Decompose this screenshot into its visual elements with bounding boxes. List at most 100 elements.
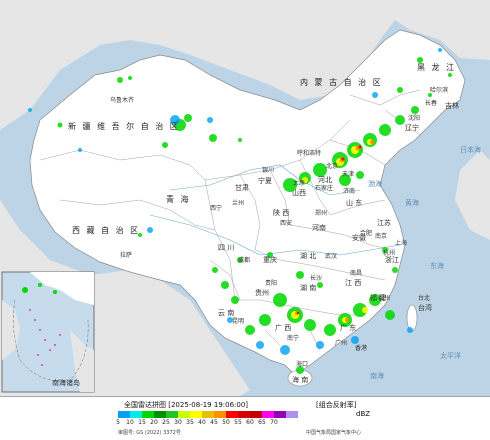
neighbor-land-korea-japan [455, 150, 490, 240]
legend-tick-label: 20 [150, 419, 158, 426]
legend-tick-label: 10 [126, 419, 134, 426]
label-liaoning: 辽宁 [405, 123, 419, 132]
legend-panel: 全国雷达拼图 [2025-08-19 19:06:00] [组合反射率] dBZ… [0, 396, 490, 440]
city-shijiazhuang: 石家庄 [315, 184, 333, 192]
label-gansu: 甘肃 [235, 183, 249, 192]
city-shanghai: 上海 [395, 239, 407, 247]
sea-bohai: 渤海 [368, 179, 382, 188]
city-guangzhou: 广州 [335, 339, 347, 347]
label-shandong: 山 东 [346, 198, 362, 207]
city-changchun: 长春 [425, 99, 437, 107]
region-labels: 黑 龙 江 吉林 辽宁 内 蒙 古 自 治 区 新 疆 维 吾 尔 自 治 区 … [68, 62, 459, 384]
city-beijing: 北京 [326, 162, 338, 170]
label-hubei: 湖 北 [300, 251, 316, 260]
label-xinjiang: 新 疆 维 吾 尔 自 治 区 [68, 121, 180, 131]
city-jinan: 济南 [343, 187, 355, 195]
city-hohhot: 呼和浩特 [297, 149, 321, 157]
legend-swatch [226, 411, 238, 418]
legend-ticks: 5 10 15 20 25 30 35 40 45 50 55 60 65 70 [112, 419, 280, 426]
city-nanchang: 南昌 [350, 269, 362, 277]
legend-product: [组合反射率] [316, 401, 357, 409]
city-nanning: 南宁 [287, 334, 299, 342]
legend-swatch [142, 411, 154, 418]
city-taiyuan: 太原 [293, 179, 305, 187]
label-xizang: 西 藏 自 治 区 [72, 225, 140, 235]
legend-title: 全国雷达拼图 [2025-08-19 19:06:00] [124, 401, 249, 409]
legend-approval-number: 审图号: GS (2022) 3372号 [118, 430, 181, 436]
label-chongqing: 重庆 [263, 255, 277, 264]
legend-swatch [154, 411, 166, 418]
legend-colorbar [118, 411, 298, 418]
city-xining: 西宁 [210, 204, 222, 212]
legend-tick-label: 35 [186, 419, 194, 426]
label-shaanxi: 陕 西 [273, 208, 289, 217]
label-zhejiang: 浙江 [385, 255, 399, 264]
sea-riben: 日本海 [460, 145, 481, 154]
label-nanhai-zhudao: 南海诸岛 [52, 378, 80, 387]
city-nanjing: 南京 [375, 232, 387, 240]
city-lanzhou: 兰州 [232, 199, 244, 207]
label-hunan: 湖 南 [300, 283, 316, 292]
label-yunnan: 云 南 [218, 308, 234, 317]
city-fuzhou: 福州 [378, 294, 390, 302]
legend-credit: 中国气象局国家气象中心 [306, 430, 362, 436]
city-tianjin: 天津 [342, 171, 354, 178]
legend-swatch [130, 411, 142, 418]
legend-tick-label: 40 [198, 419, 206, 426]
city-kunming: 昆明 [232, 318, 244, 325]
legend-swatch [262, 411, 274, 418]
city-yinchuan: 银川 [262, 166, 274, 174]
legend-tick-label: 30 [174, 419, 182, 426]
city-shenyang: 沈阳 [408, 114, 420, 122]
legend-swatch [214, 411, 226, 418]
city-urumqi: 乌鲁木齐 [110, 96, 134, 104]
legend-tick-label: 45 [210, 419, 218, 426]
neighbor-land-north [0, 0, 490, 130]
legend-tick-label: 65 [258, 419, 266, 426]
sea-taipingyang: 太平洋 [440, 351, 461, 360]
city-hefei: 合肥 [360, 229, 372, 237]
city-harbin: 哈尔滨 [430, 86, 448, 94]
rivers [149, 164, 401, 256]
city-zhengzhou: 郑州 [315, 209, 327, 217]
legend-tick-label: 25 [162, 419, 170, 426]
label-guangxi: 广 西 [275, 323, 291, 332]
legend-swatch [178, 411, 190, 418]
label-jiangxi: 江 西 [345, 279, 361, 287]
taiwan-island [406, 304, 418, 332]
legend-swatch [118, 411, 130, 418]
legend-unit: dBZ [356, 410, 371, 418]
label-guizhou: 贵州 [255, 288, 269, 297]
label-guangdong: 广 东 [340, 323, 356, 332]
label-jiangsu: 江苏 [377, 218, 391, 227]
sea-donghai: 东海 [430, 261, 444, 270]
sea-nanhai: 南海 [370, 371, 384, 380]
map-canvas: 黑 龙 江 吉林 辽宁 内 蒙 古 自 治 区 新 疆 维 吾 尔 自 治 区 … [0, 0, 490, 396]
city-labels: 北京 天津 上海 哈尔滨 长春 沈阳 乌鲁木齐 拉萨 西宁 兰州 银川 呼和浩特… [110, 86, 448, 368]
label-ningxia: 宁夏 [258, 176, 272, 185]
legend-tick-label: 15 [138, 419, 146, 426]
label-shanxi: 山西 [292, 188, 306, 197]
legend-swatch [274, 411, 286, 418]
label-qinghai: 青 海 [166, 194, 191, 204]
label-henan: 河南 [312, 223, 326, 232]
label-jilin: 吉林 [445, 101, 459, 110]
legend-swatch [238, 411, 250, 418]
city-hangzhou: 杭州 [383, 249, 395, 257]
legend-tick-label: 55 [234, 419, 242, 426]
label-hainan: 海 南 [292, 375, 308, 384]
city-haikou: 海口 [296, 360, 308, 368]
legend-tick-label: 5 [116, 419, 120, 426]
city-changsha: 长沙 [310, 274, 322, 282]
city-guiyang: 贵阳 [265, 279, 277, 287]
legend-swatch [190, 411, 202, 418]
label-anhui: 安徽 [352, 233, 366, 242]
radar-echoes [28, 48, 452, 374]
legend-tick-label: 50 [222, 419, 230, 426]
city-xian: 西安 [280, 219, 292, 227]
sea-labels: 渤海 黄海 东海 南海 日本海 太平洋 [368, 145, 481, 380]
label-neimenggu: 内 蒙 古 自 治 区 [300, 77, 383, 87]
city-wuhan: 武汉 [325, 252, 337, 260]
city-chengdu: 成都 [238, 256, 250, 264]
